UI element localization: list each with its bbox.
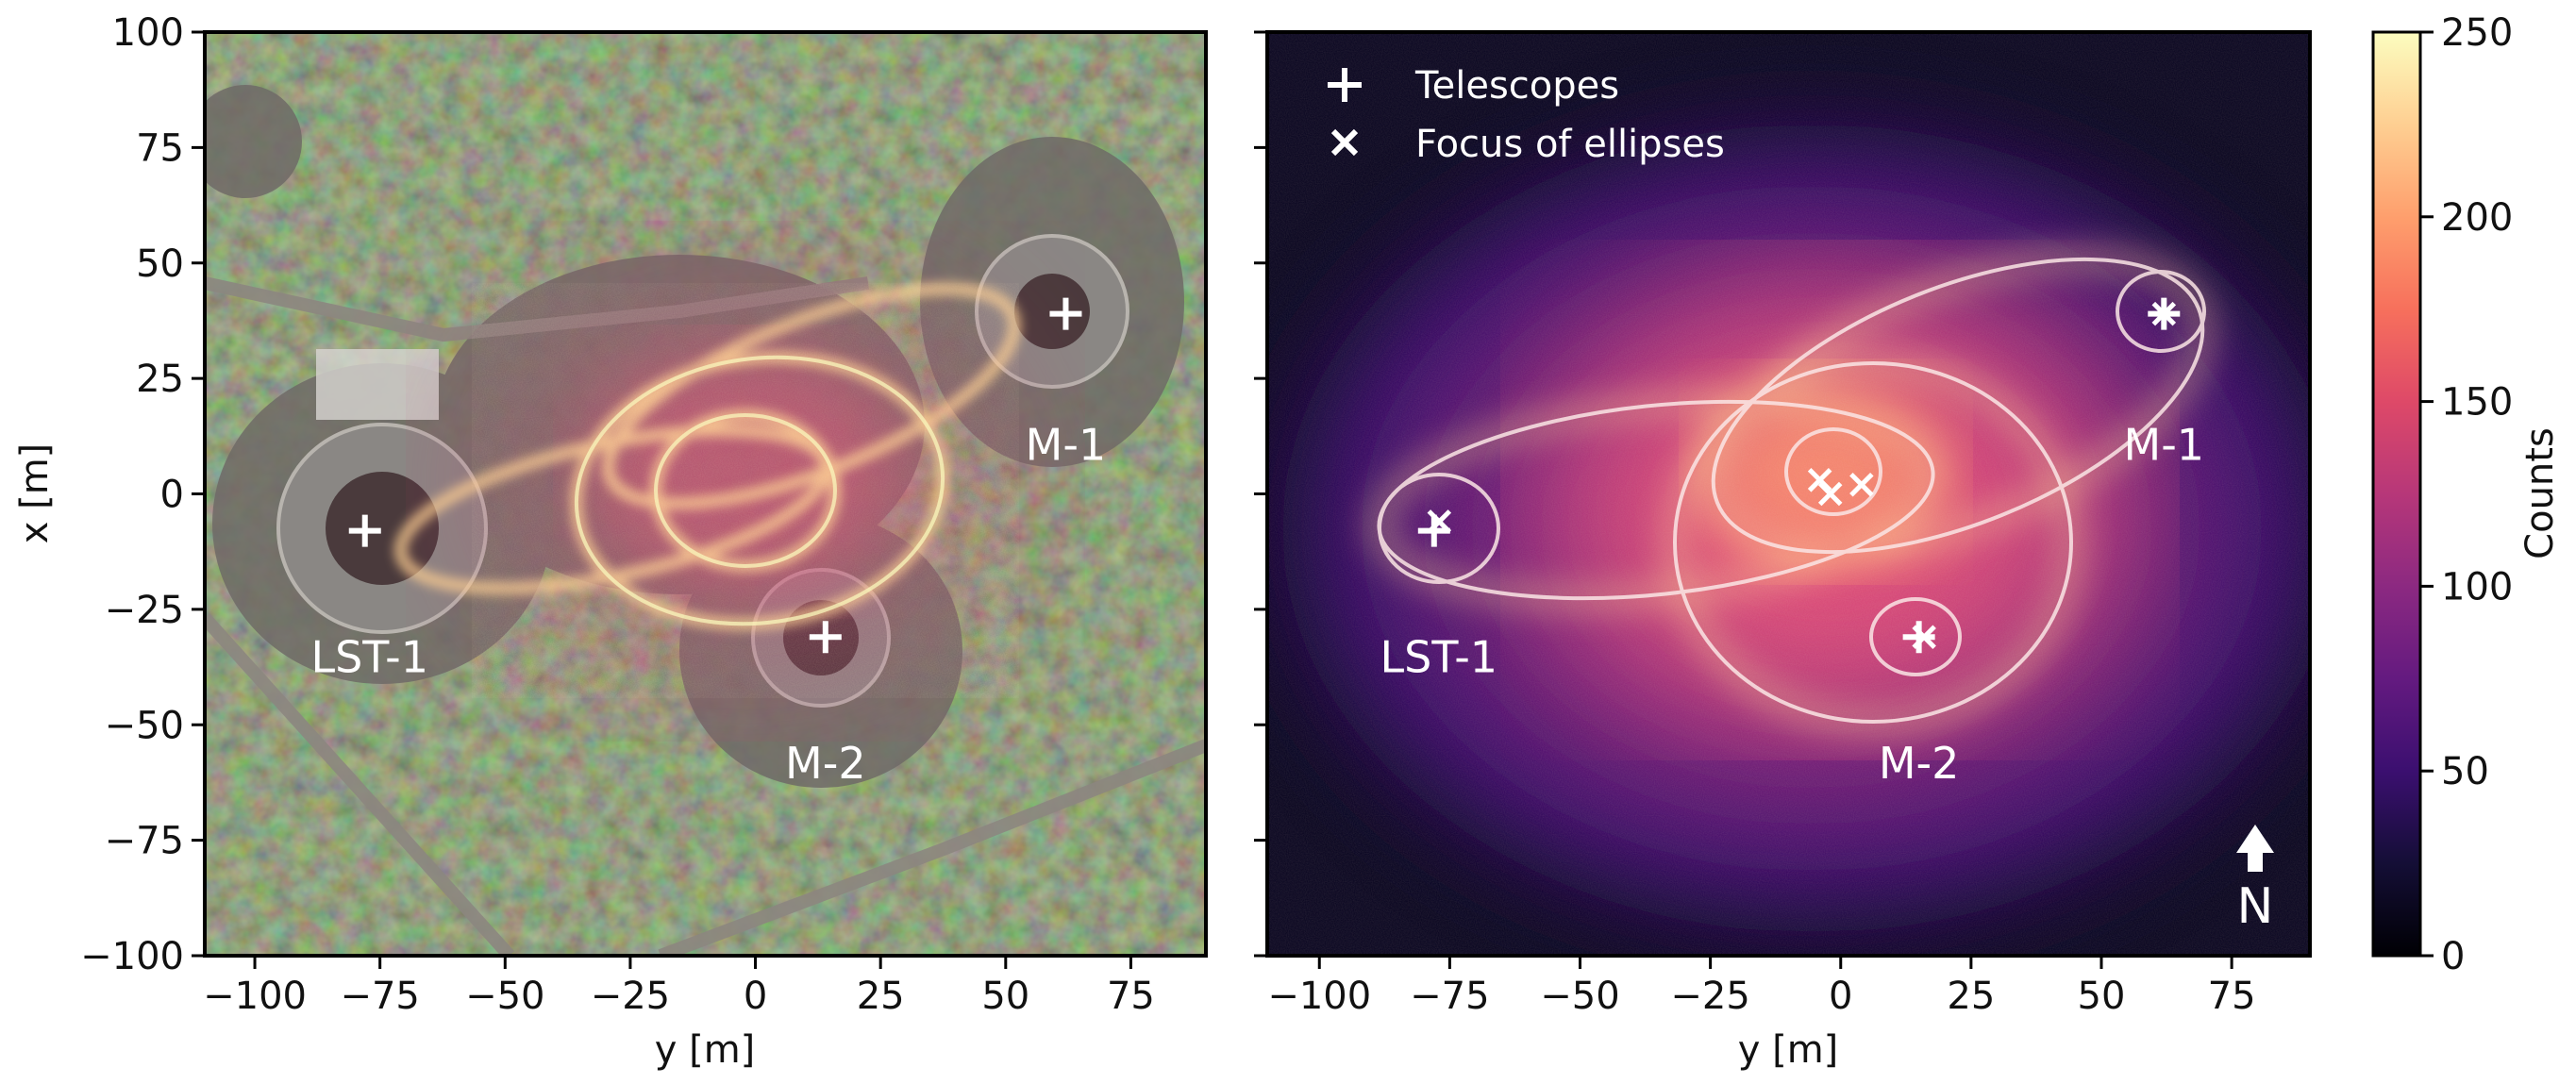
ellipse-focus-marker [1427,509,1452,534]
telescope-marker [1902,621,1935,654]
colorbar-label: Counts [2518,427,2562,559]
ellipse-focus-marker [2151,301,2177,326]
colorbar-tick-label: 100 [2441,565,2513,609]
xtick-label: −50 [1540,975,1619,1018]
telescope-label: LST-1 [310,632,428,683]
telescope-label: M-1 [1026,420,1107,471]
colorbar-ticks: 0 50 100 150 200 250 [2420,11,2513,978]
telescope-label: M-1 [2124,420,2205,471]
xtick-label: 25 [1947,975,1995,1018]
north-arrow-icon [2236,825,2274,872]
legend: Telescopes Focus of ellipses [1328,64,1725,166]
xtick-label: −50 [465,975,544,1018]
left-ylabel: x [m] [13,443,57,544]
heatmap-noise [1267,32,2310,956]
right-panel [1267,32,2310,956]
telescope-label: M-2 [785,738,866,789]
north-label: N [2237,878,2274,935]
xtick-label: 50 [2078,975,2126,1018]
right-xlabel: y [m] [1738,1028,1839,1072]
telescope-label: M-2 [1879,738,1960,789]
ytick-label: 75 [136,126,184,170]
legend-label-focus: Focus of ellipses [1415,123,1725,166]
ellipse-focus-marker [1817,481,1843,507]
telescope-marker [1417,514,1450,547]
ellipse-focus-marker [1849,472,1874,497]
xtick-label: −100 [203,975,307,1018]
xtick-label: −100 [1267,975,1371,1018]
colorbar-tick-label: 250 [2441,11,2513,55]
xtick-label: 0 [1829,975,1852,1018]
colorbar-tick-label: 0 [2441,935,2465,978]
xtick-label: 75 [2208,975,2256,1018]
legend-focus-marker [1330,128,1359,157]
telescope-label: LST-1 [1380,632,1498,683]
heat-overlay [394,264,1029,698]
ytick-label: 50 [136,242,184,286]
ytick-label: −75 [105,820,184,863]
ytick-label: 100 [112,11,184,55]
telescope-marker [348,514,381,547]
telescope-marker [1049,297,1082,330]
xtick-label: 0 [744,975,767,1018]
fitted-ellipses [1377,257,2206,724]
ytick-label: 25 [136,358,184,401]
left-panel [205,32,1206,956]
ytick-label: −50 [105,704,184,747]
ytick-label: −25 [105,589,184,632]
colorbar-tick-label: 50 [2441,750,2489,793]
ytick-label: −100 [80,935,184,978]
left-xlabel: y [m] [655,1028,756,1072]
legend-label-telescopes: Telescopes [1414,64,1619,108]
legend-telescope-marker [1328,68,1362,102]
telescope-marker [809,621,842,654]
xtick-label: −75 [340,975,419,1018]
xtick-label: −75 [1410,975,1489,1018]
colorbar [2371,30,2422,958]
ellipse-focus-marker [1807,468,1832,492]
xtick-label: −25 [591,975,670,1018]
colorbar-tick-label: 200 [2441,196,2513,240]
xtick-label: −25 [1670,975,1749,1018]
xtick-label: 75 [1107,975,1155,1018]
axes-layer: −100 −75 −50 −25 0 25 50 751007550250−25−50−75−… [80,11,2255,1018]
ytick-label: 0 [160,474,184,517]
colorbar-tick-label: 150 [2441,381,2513,425]
xtick-label: 50 [981,975,1029,1018]
xtick-label: 25 [857,975,905,1018]
markers-layer: LST-1 M-2 M-1 LST-1 M-2 M-1 [310,297,2205,789]
ellipse-focus-marker [1912,625,1936,650]
